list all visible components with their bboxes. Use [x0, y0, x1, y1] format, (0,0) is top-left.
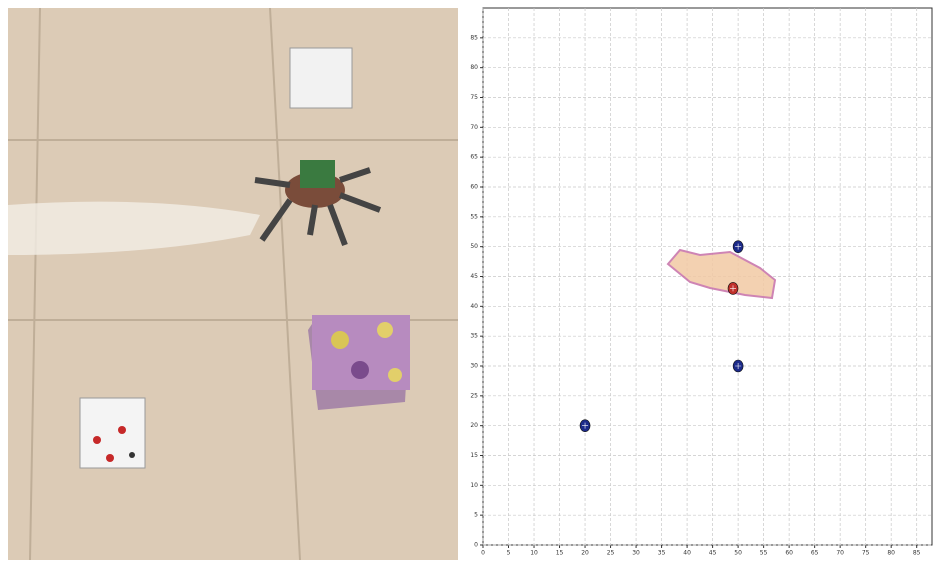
- y-tick-label: 20: [470, 422, 478, 429]
- floor: [8, 8, 458, 560]
- y-tick-label: 35: [470, 333, 478, 340]
- x-tick-label: 5: [507, 550, 511, 557]
- y-tick-label: 55: [470, 213, 478, 220]
- y-tick-label: 65: [470, 154, 478, 161]
- y-tick-label: 70: [470, 124, 478, 131]
- x-tick-label: 65: [811, 550, 819, 557]
- x-tick-label: 20: [581, 550, 589, 557]
- dice-box: [80, 398, 145, 468]
- x-tick-label: 45: [709, 550, 717, 557]
- y-tick-label: 15: [470, 452, 478, 459]
- y-tick-label: 50: [470, 243, 478, 250]
- x-tick-label: 55: [760, 550, 768, 557]
- y-tick-label: 60: [470, 184, 478, 191]
- x-tick-label: 80: [887, 550, 895, 557]
- point-cloud: [668, 250, 775, 298]
- flower-box: [308, 315, 410, 410]
- y-tick-label: 45: [470, 273, 478, 280]
- y-tick-label: 85: [470, 34, 478, 41]
- x-tick-label: 75: [862, 550, 870, 557]
- y-tick-label: 30: [470, 363, 478, 370]
- x-tick-label: 0: [481, 550, 485, 557]
- x-tick-label: 70: [836, 550, 844, 557]
- x-tick-label: 10: [530, 550, 538, 557]
- x-tick-label: 35: [658, 550, 666, 557]
- y-tick-label: 80: [470, 64, 478, 71]
- x-tick-label: 50: [734, 550, 742, 557]
- photo: [8, 8, 458, 560]
- y-tick-label: 75: [470, 94, 478, 101]
- x-tick-label: 40: [683, 550, 691, 557]
- x-tick-label: 85: [913, 550, 921, 557]
- x-tick-label: 25: [607, 550, 615, 557]
- y-tick-label: 10: [470, 482, 478, 489]
- white-box: [290, 48, 352, 108]
- screen: 0 5 10 15 20 25 30 35 40 45 50 55 60 65 70 75 80 85 0 5 10 15…: [0, 0, 935, 567]
- y-tick-label: 40: [470, 303, 478, 310]
- x-tick-label: 15: [556, 550, 564, 557]
- y-tick-label: 25: [470, 392, 478, 399]
- x-tick-label: 60: [785, 550, 793, 557]
- x-tick-label: 30: [632, 550, 640, 557]
- page: 0 5 10 15 20 25 30 35 40 45 50 55 60 65 70 75 80 85 0 5 10 15…: [0, 0, 935, 567]
- y-tick-label: 5: [474, 512, 478, 519]
- y-tick-label: 0: [474, 542, 478, 549]
